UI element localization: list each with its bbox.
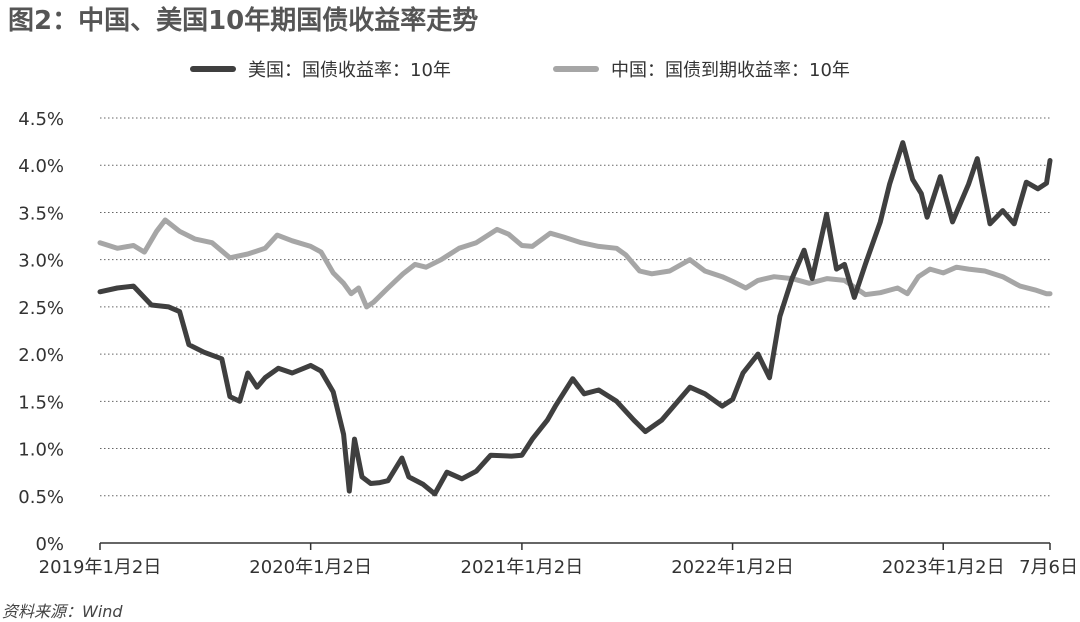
y-tick-label: 4.5% — [18, 109, 64, 130]
legend-item-us: 美国：国债收益率：10年 — [190, 56, 451, 82]
legend-swatch-china — [553, 66, 599, 72]
x-tick-label: 7月6日 — [1019, 557, 1078, 578]
legend-label-us: 美国：国债收益率：10年 — [248, 60, 451, 81]
line-chart: 0% 0.5% 1.0% 1.5% 2.0% 2.5% 3.0% 3.5% 4.0% 4.5% 20… — [18, 109, 1078, 578]
x-tick-label: 2020年1月2日 — [249, 557, 372, 578]
y-tick-label: 3.0% — [18, 251, 64, 272]
series-line-us — [97, 140, 1053, 497]
source-note: 资料来源：Wind — [2, 602, 123, 621]
x-tick-label: 2019年1月2日 — [39, 557, 162, 578]
legend-label-china: 中国：国债到期收益率：10年 — [611, 60, 850, 81]
series-line-china — [97, 217, 1053, 310]
y-tick-label: 0% — [35, 534, 64, 555]
y-tick-label: 4.0% — [18, 156, 64, 177]
y-tick-label: 1.5% — [18, 392, 64, 413]
legend-item-china: 中国：国债到期收益率：10年 — [553, 56, 850, 82]
chart-title: 图2：中国、美国10年期国债收益率走势 — [8, 6, 479, 36]
chart-legend: 美国：国债收益率：10年 中国：国债到期收益率：10年 — [0, 56, 1080, 86]
y-tick-label: 2.0% — [18, 345, 64, 366]
y-tick-label: 3.5% — [18, 203, 64, 224]
x-tick-label: 2023年1月2日 — [882, 557, 1005, 578]
legend-swatch-us — [190, 66, 236, 72]
x-tick-label: 2022年1月2日 — [671, 557, 794, 578]
y-tick-label: 0.5% — [18, 487, 64, 508]
x-tick-label: 2021年1月2日 — [461, 557, 584, 578]
y-tick-label: 1.0% — [18, 440, 64, 461]
y-tick-label: 2.5% — [18, 298, 64, 319]
